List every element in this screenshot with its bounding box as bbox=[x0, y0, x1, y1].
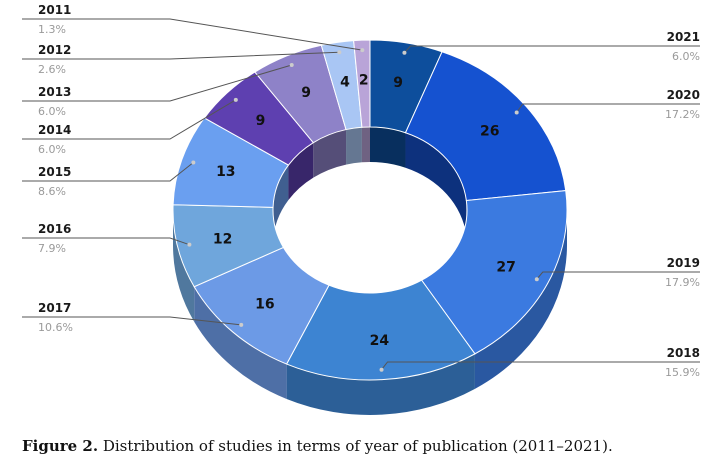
value-label-2013: 9 bbox=[301, 85, 311, 101]
value-label-2014: 9 bbox=[256, 113, 266, 129]
donut-chart: 9 26 27 24 16 12 13 9 9 4 2 2021 6.0% 2020 17.2% 2019 1… bbox=[22, 3, 700, 415]
outer-wall-2017 bbox=[194, 286, 287, 400]
slice-2011 bbox=[353, 39, 371, 128]
year-label-2012: 2012 bbox=[38, 43, 71, 57]
year-label-2013: 2013 bbox=[38, 85, 71, 99]
donut-slices bbox=[172, 39, 568, 381]
value-label-2017: 16 bbox=[255, 297, 274, 313]
leader-2018 bbox=[381, 361, 700, 370]
inner-wall-2020 bbox=[405, 132, 467, 236]
caption-label: Figure 2. bbox=[22, 437, 99, 455]
percent-label-2014: 6.0% bbox=[38, 143, 66, 156]
value-label-2020: 26 bbox=[480, 123, 499, 139]
leader-2014 bbox=[22, 99, 237, 140]
leader-dot-2015 bbox=[191, 160, 196, 165]
inner-wall-2012 bbox=[346, 127, 362, 165]
year-label-2015: 2015 bbox=[38, 165, 71, 179]
inner-wall-2021 bbox=[370, 127, 406, 168]
year-label-2011: 2011 bbox=[38, 3, 71, 17]
inner-wall-2015 bbox=[273, 165, 289, 243]
value-label-2012: 4 bbox=[340, 74, 350, 90]
value-labels: 9 26 27 24 16 12 13 9 9 4 2 bbox=[213, 73, 516, 350]
year-label-2021: 2021 bbox=[667, 30, 700, 44]
year-label-2014: 2014 bbox=[38, 123, 71, 137]
year-label-2016: 2016 bbox=[38, 222, 71, 236]
percent-label-2019: 17.9% bbox=[665, 276, 700, 289]
leader-dot-2019 bbox=[534, 277, 539, 282]
leader-dot-2012 bbox=[337, 50, 342, 55]
donut-depth bbox=[173, 127, 567, 415]
figure-caption: Figure 2. Distribution of studies in ter… bbox=[22, 437, 712, 455]
inner-wall-2013 bbox=[313, 129, 347, 178]
percent-label-2011: 1.3% bbox=[38, 23, 66, 36]
leader-lines bbox=[22, 18, 700, 372]
year-labels: 2021 6.0% 2020 17.2% 2019 17.9% 2018 15.9% 2017 1… bbox=[38, 3, 700, 379]
leader-2019 bbox=[536, 271, 700, 280]
leader-2017 bbox=[22, 316, 242, 326]
leader-2021 bbox=[404, 45, 700, 54]
percent-label-2015: 8.6% bbox=[38, 185, 66, 198]
leader-2015 bbox=[22, 162, 194, 182]
value-label-2011: 2 bbox=[359, 73, 369, 89]
inner-wall-2014 bbox=[288, 142, 314, 201]
leader-2012 bbox=[22, 51, 340, 60]
inner-wall-2011 bbox=[361, 127, 370, 163]
value-label-2021: 9 bbox=[393, 75, 403, 91]
leader-2016 bbox=[22, 237, 190, 246]
leader-dot-2018 bbox=[379, 367, 384, 372]
slice-2018 bbox=[285, 279, 476, 381]
leader-dot-2016 bbox=[187, 242, 192, 247]
leader-dot-2013 bbox=[289, 63, 294, 68]
percent-label-2012: 2.6% bbox=[38, 63, 66, 76]
leader-2011 bbox=[22, 18, 363, 51]
outer-wall-2019 bbox=[474, 210, 567, 389]
slice-2019 bbox=[420, 190, 568, 355]
percent-label-2016: 7.9% bbox=[38, 242, 66, 255]
percent-label-2018: 15.9% bbox=[665, 366, 700, 379]
leader-dot-2020 bbox=[514, 110, 519, 115]
value-label-2019: 27 bbox=[496, 259, 515, 275]
leader-2013 bbox=[22, 64, 292, 102]
value-label-2015: 13 bbox=[216, 164, 235, 180]
leader-dot-2014 bbox=[233, 97, 238, 102]
leader-2020 bbox=[516, 103, 700, 113]
year-label-2018: 2018 bbox=[667, 346, 700, 360]
year-label-2019: 2019 bbox=[667, 256, 700, 270]
year-label-2017: 2017 bbox=[38, 301, 71, 315]
value-label-2018: 24 bbox=[370, 333, 390, 349]
value-label-2016: 12 bbox=[213, 231, 232, 247]
leader-dot-2017 bbox=[239, 322, 244, 327]
leader-dot-2011 bbox=[360, 48, 365, 53]
percent-label-2020: 17.2% bbox=[665, 108, 700, 121]
caption-text: Distribution of studies in terms of year… bbox=[98, 437, 613, 455]
percent-label-2017: 10.6% bbox=[38, 321, 73, 334]
outer-wall-2018 bbox=[286, 353, 475, 415]
leader-dot-2021 bbox=[402, 50, 407, 55]
percent-label-2013: 6.0% bbox=[38, 105, 66, 118]
percent-label-2021: 6.0% bbox=[672, 50, 700, 63]
year-label-2020: 2020 bbox=[667, 88, 700, 102]
slice-2020 bbox=[404, 51, 567, 202]
